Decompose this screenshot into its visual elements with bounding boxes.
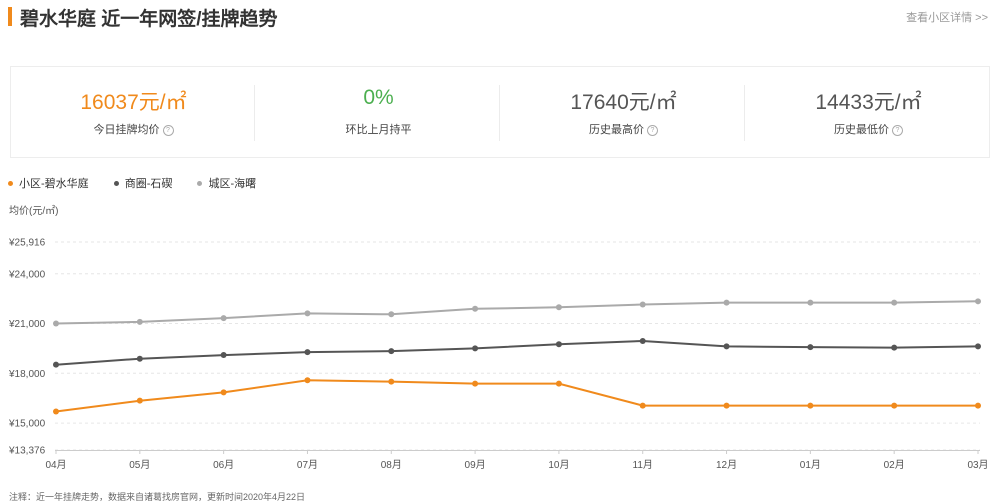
y-tick-label: ¥21,000: [8, 319, 46, 330]
business-circle-series-point[interactable]: [472, 345, 479, 352]
stat-historical-high: 17640元/㎡ 历史最高价?: [501, 67, 746, 157]
district-series-point[interactable]: [807, 299, 814, 306]
stat-label-wrapper: 今日挂牌均价?: [11, 121, 256, 137]
community-series-point[interactable]: [555, 380, 562, 387]
stat-value: 0%: [363, 86, 394, 109]
district-series-point[interactable]: [220, 315, 227, 322]
legend-label: 商圈-石碶: [124, 178, 173, 190]
price-stats-card: 16037元/㎡ 今日挂牌均价? 0% 环比上月持平 17640元/㎡ 历史最高…: [10, 66, 990, 158]
x-tick-label: 06月: [213, 459, 234, 471]
stat-label-wrapper: 环比上月持平: [256, 121, 501, 137]
header: 碧水华庭 近一年网签/挂牌趋势 查看小区详情 >>: [0, 0, 1000, 36]
legend-item-district[interactable]: 城区-海曙: [197, 175, 256, 191]
community-series-point[interactable]: [53, 408, 59, 415]
district-series-point[interactable]: [472, 305, 479, 312]
community-series-line: [55, 379, 978, 413]
stat-month-over-month: 0% 环比上月持平: [256, 67, 501, 157]
y-tick-label: ¥15,000: [8, 419, 46, 430]
legend-dot: [8, 181, 13, 186]
community-series-point[interactable]: [975, 402, 981, 409]
title-accent-bar: [8, 7, 12, 26]
legend-item-community[interactable]: 小区-碧水华庭: [8, 175, 89, 191]
district-series-point[interactable]: [136, 318, 143, 325]
community-series-point[interactable]: [388, 378, 395, 385]
stat-today-listing-price: 16037元/㎡ 今日挂牌均价?: [11, 67, 256, 157]
district-series-point[interactable]: [53, 320, 59, 327]
y-axis-label: 均价(元/㎡): [9, 206, 59, 217]
stat-label-wrapper: 历史最高价?: [501, 121, 746, 137]
x-tick-label: 03月: [967, 459, 988, 471]
stat-label-wrapper: 历史最低价?: [746, 121, 991, 137]
district-series-point[interactable]: [555, 304, 562, 311]
legend-dot: [113, 181, 119, 186]
business-circle-series-point[interactable]: [555, 341, 562, 348]
footnote: 注释：近一年挂牌走势，数据来自诸葛找房官网，更新时间2020年4月22日: [9, 492, 306, 502]
view-community-details-link[interactable]: 查看小区详情 >>: [906, 12, 988, 24]
x-tick-label: 04月: [45, 459, 66, 471]
x-tick-label: 11月: [633, 459, 653, 471]
help-icon[interactable]: ?: [647, 125, 658, 136]
y-tick-label: ¥24,000: [8, 269, 46, 280]
legend-item-business-circle[interactable]: 商圈-石碶: [113, 175, 173, 191]
legend-dot: [197, 181, 203, 186]
business-circle-series-line: [55, 339, 979, 366]
legend-label: 小区-碧水华庭: [19, 178, 89, 190]
district-series-point[interactable]: [975, 298, 981, 305]
business-circle-series-point[interactable]: [891, 344, 898, 351]
business-circle-series-point[interactable]: [220, 352, 227, 359]
business-circle-series-point[interactable]: [975, 343, 981, 350]
legend-label: 城区-海曙: [208, 178, 257, 190]
y-tick-label: ¥25,916: [8, 238, 46, 249]
business-circle-series-point[interactable]: [807, 344, 814, 351]
district-series-point[interactable]: [388, 311, 395, 318]
community-series-point[interactable]: [472, 380, 479, 387]
district-series-line: [55, 300, 979, 325]
community-series-point[interactable]: [723, 402, 730, 409]
stat-divider: [254, 85, 255, 141]
x-tick-label: 07月: [297, 459, 318, 471]
stat-label: 历史最高价: [589, 124, 644, 136]
x-tick-label: 08月: [381, 459, 402, 471]
business-circle-series-point[interactable]: [304, 349, 311, 356]
stat-label: 环比上月持平: [345, 124, 412, 136]
x-tick-label: 01月: [800, 459, 821, 471]
x-tick-label: 12月: [716, 459, 737, 471]
stat-label: 今日挂牌均价: [93, 124, 160, 136]
district-series-point[interactable]: [723, 299, 730, 306]
y-tick-label: ¥18,000: [8, 369, 46, 380]
x-tick-label: 10月: [548, 459, 569, 471]
help-icon[interactable]: ?: [892, 125, 903, 136]
business-circle-series-point[interactable]: [388, 348, 395, 355]
community-series-point[interactable]: [304, 377, 311, 384]
price-trend-chart: ¥13,376 ¥15,000 ¥18,000 ¥21,000 ¥24,000 ¥25,9…: [8, 238, 989, 472]
stat-historical-low: 14433元/㎡ 历史最低价?: [746, 67, 991, 157]
y-tick-label: ¥13,376: [8, 446, 46, 457]
community-series-point[interactable]: [807, 402, 814, 409]
community-series-point[interactable]: [891, 402, 898, 409]
district-series-point[interactable]: [639, 301, 646, 308]
stat-value: 17640元/㎡: [570, 91, 677, 114]
stat-value: 14433元/㎡: [815, 91, 922, 114]
stat-divider: [744, 85, 745, 141]
business-circle-series-point[interactable]: [723, 343, 730, 350]
help-icon[interactable]: ?: [162, 125, 174, 136]
chart-legend: 小区-碧水华庭 商圈-石碶 城区-海曙: [8, 175, 278, 191]
community-series-point[interactable]: [136, 397, 143, 404]
business-circle-series-point[interactable]: [136, 355, 143, 362]
stat-divider: [499, 85, 500, 141]
stat-label: 历史最低价: [834, 124, 889, 136]
district-series-point[interactable]: [891, 299, 898, 306]
x-tick-label: 09月: [465, 459, 486, 471]
district-series-point[interactable]: [304, 310, 311, 317]
page-title: 碧水华庭 近一年网签/挂牌趋势: [20, 9, 278, 30]
x-tick-label: 02月: [884, 459, 905, 471]
community-series-point[interactable]: [220, 389, 227, 396]
community-series-point[interactable]: [639, 402, 646, 409]
business-circle-series-point[interactable]: [53, 361, 59, 368]
x-tick-label: 05月: [129, 459, 150, 471]
stat-value: 16037元/㎡: [80, 91, 187, 114]
business-circle-series-point[interactable]: [639, 337, 646, 344]
